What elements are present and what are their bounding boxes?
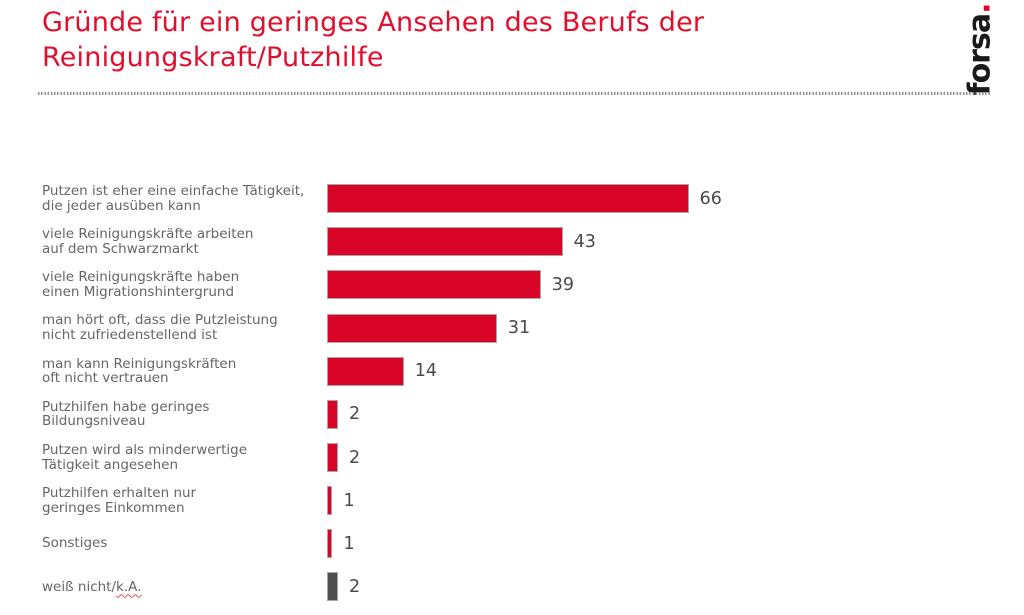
bar-track: 2: [327, 399, 1024, 429]
chart-row: Putzhilfen habe geringes Bildungsniveau …: [0, 393, 1024, 436]
chart-row: Putzen ist eher eine einfache Tätigkeit,…: [0, 177, 1024, 220]
value-label: 2: [348, 447, 361, 468]
category-label: weiß nicht/k.A.: [0, 578, 327, 595]
category-label: Putzhilfen erhalten nur geringes Einkomm…: [42, 484, 197, 516]
value-label: 14: [414, 361, 437, 382]
bar-track: 2: [327, 443, 1024, 473]
value-label: 43: [573, 231, 596, 252]
category-label: Putzhilfen habe geringes Bildungsniveau: [42, 398, 210, 430]
value-label: 2: [348, 576, 361, 597]
bar-track: 14: [327, 356, 1024, 386]
forsa-wordmark: forsa: [962, 13, 998, 95]
value-label: 66: [699, 188, 722, 209]
value-label: 2: [348, 404, 361, 425]
value-label: 31: [507, 318, 531, 339]
chart-row: man kann Reinigungskräften oft nicht ver…: [0, 350, 1024, 393]
forsa-logo-dot: .: [962, 3, 998, 14]
bar-track: 39: [327, 270, 1024, 300]
chart-row: weiß nicht/k.A. 2: [0, 565, 1024, 608]
category-label-text: weiß nicht/: [42, 578, 117, 595]
chart-row: viele Reinigungskräfte arbeiten auf dem …: [0, 220, 1024, 263]
category-label: Sonstiges: [42, 535, 108, 552]
category-label: man hört oft, dass die Putzleistung nich…: [42, 312, 278, 344]
category-label: viele Reinigungskräfte haben einen Migra…: [42, 269, 240, 300]
dotted-divider: [38, 92, 990, 95]
bar: [327, 270, 541, 300]
spellcheck-underline: k.A.: [116, 578, 142, 595]
bar: [327, 443, 338, 473]
category-label: Putzen wird als minderwertige Tätigkeit …: [42, 441, 248, 473]
category-label: man kann Reinigungskräften oft nicht ver…: [42, 355, 237, 387]
category-label: Putzen ist eher eine einfache Tätigkeit,…: [42, 182, 305, 214]
bar: [327, 399, 338, 429]
forsa-logo: forsa.: [938, 3, 1022, 95]
bar: [327, 572, 338, 602]
bar: [327, 356, 404, 386]
bar: [327, 313, 497, 343]
chart-row: Sonstiges 1: [0, 522, 1024, 565]
bar-track: 2: [327, 572, 1024, 602]
bar: [327, 227, 563, 257]
value-label: 1: [343, 533, 355, 554]
bar-track: 1: [327, 486, 1024, 516]
bar-track: 43: [327, 227, 1024, 257]
bar: [327, 529, 333, 559]
chart-row: man hört oft, dass die Putzleistung nich…: [0, 306, 1024, 349]
bar: [327, 184, 689, 214]
value-label: 39: [551, 274, 574, 295]
forsa-logo-text: forsa.: [963, 3, 998, 95]
page-title: Gründe für ein geringes Ansehen des Beru…: [42, 7, 705, 73]
chart-row: Putzen wird als minderwertige Tätigkeit …: [0, 436, 1024, 479]
value-label: 1: [343, 490, 355, 511]
bar-chart: Putzen ist eher eine einfache Tätigkeit,…: [0, 177, 1024, 609]
chart-row: viele Reinigungskräfte haben einen Migra…: [0, 263, 1024, 306]
bar: [327, 486, 333, 516]
category-label: viele Reinigungskräfte arbeiten auf dem …: [42, 226, 254, 257]
bar-track: 31: [327, 313, 1024, 343]
chart-row: Putzhilfen erhalten nur geringes Einkomm…: [0, 479, 1024, 522]
bar-track: 1: [327, 529, 1024, 559]
bar-track: 66: [327, 184, 1024, 214]
